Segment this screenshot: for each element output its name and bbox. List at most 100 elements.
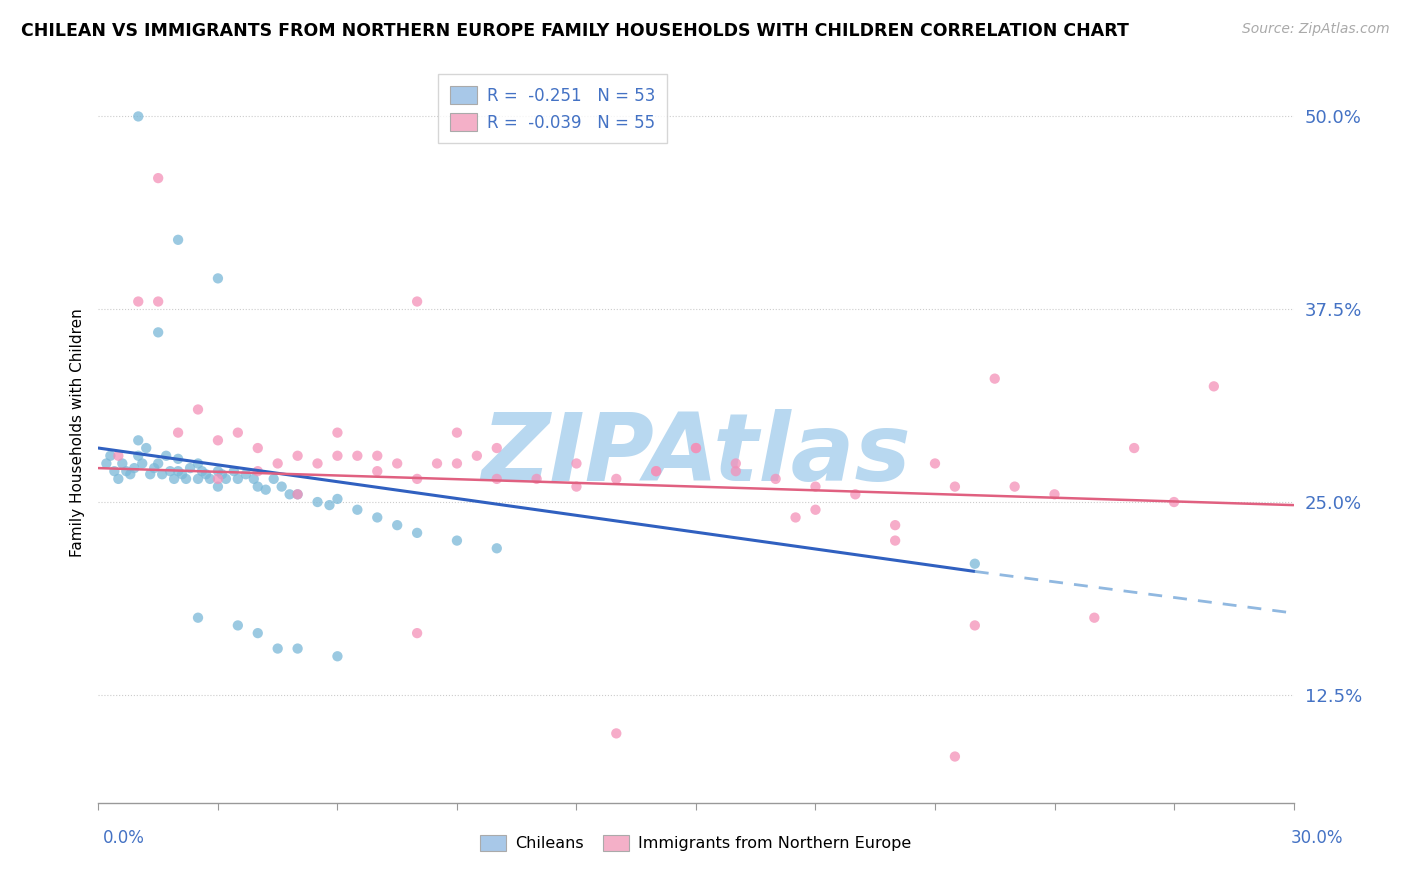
Y-axis label: Family Households with Children: Family Households with Children xyxy=(69,309,84,557)
Point xyxy=(366,449,388,463)
Point xyxy=(326,449,349,463)
Point xyxy=(346,502,368,516)
Point xyxy=(446,533,468,548)
Point xyxy=(139,467,162,482)
Point xyxy=(1123,441,1146,455)
Point xyxy=(96,457,118,471)
Text: ZIPAtlas: ZIPAtlas xyxy=(481,409,911,500)
Point xyxy=(207,464,229,478)
Point xyxy=(215,472,238,486)
Point xyxy=(143,461,166,475)
Point xyxy=(943,749,966,764)
Point xyxy=(235,467,257,482)
Point xyxy=(107,472,129,486)
Point xyxy=(287,449,309,463)
Point xyxy=(115,464,138,478)
Point xyxy=(287,487,309,501)
Point xyxy=(135,441,157,455)
Point xyxy=(645,464,668,478)
Point xyxy=(191,464,214,478)
Point xyxy=(1004,480,1026,494)
Point xyxy=(287,641,309,656)
Point xyxy=(187,402,209,417)
Point xyxy=(246,464,269,478)
Point xyxy=(222,464,245,478)
Point xyxy=(198,472,221,486)
Point xyxy=(385,518,409,533)
Point xyxy=(246,480,269,494)
Point xyxy=(565,480,588,494)
Point xyxy=(565,457,588,471)
Point xyxy=(326,425,349,440)
Point xyxy=(645,464,668,478)
Point xyxy=(724,464,747,478)
Point xyxy=(406,294,429,309)
Point xyxy=(765,472,787,486)
Point xyxy=(685,441,707,455)
Point xyxy=(884,533,907,548)
Text: Source: ZipAtlas.com: Source: ZipAtlas.com xyxy=(1241,22,1389,37)
Point xyxy=(406,525,429,540)
Point xyxy=(103,464,125,478)
Point xyxy=(167,425,190,440)
Point xyxy=(1202,379,1225,393)
Point xyxy=(465,449,488,463)
Point xyxy=(485,472,508,486)
Point xyxy=(287,487,309,501)
Point xyxy=(124,461,146,475)
Point xyxy=(426,457,449,471)
Point xyxy=(207,472,229,486)
Point xyxy=(307,495,329,509)
Point xyxy=(226,425,249,440)
Point xyxy=(446,457,468,471)
Point xyxy=(963,618,986,632)
Point xyxy=(406,472,429,486)
Point xyxy=(485,441,508,455)
Point xyxy=(187,457,209,471)
Point xyxy=(226,618,249,632)
Point xyxy=(127,110,149,124)
Point xyxy=(187,472,209,486)
Point xyxy=(984,371,1007,385)
Text: CHILEAN VS IMMIGRANTS FROM NORTHERN EUROPE FAMILY HOUSEHOLDS WITH CHILDREN CORRE: CHILEAN VS IMMIGRANTS FROM NORTHERN EURO… xyxy=(21,22,1129,40)
Point xyxy=(844,487,866,501)
Point xyxy=(785,510,807,524)
Legend: Chileans, Immigrants from Northern Europe: Chileans, Immigrants from Northern Europ… xyxy=(474,829,918,858)
Point xyxy=(207,271,229,285)
Point xyxy=(685,441,707,455)
Point xyxy=(366,464,388,478)
Point xyxy=(148,457,170,471)
Point xyxy=(120,467,142,482)
Point xyxy=(346,449,368,463)
Point xyxy=(446,425,468,440)
Point xyxy=(884,518,907,533)
Point xyxy=(963,557,986,571)
Point xyxy=(318,498,340,512)
Point xyxy=(148,326,170,340)
Point xyxy=(254,483,277,497)
Point xyxy=(243,472,266,486)
Point xyxy=(127,294,149,309)
Point xyxy=(804,502,827,516)
Point xyxy=(485,541,508,556)
Point xyxy=(155,449,177,463)
Point xyxy=(307,457,329,471)
Point xyxy=(605,726,627,740)
Point xyxy=(127,434,149,448)
Point xyxy=(211,467,233,482)
Point xyxy=(111,457,134,471)
Point xyxy=(226,472,249,486)
Point xyxy=(263,472,285,486)
Point xyxy=(167,464,190,478)
Point xyxy=(246,441,269,455)
Point xyxy=(195,467,218,482)
Point xyxy=(1163,495,1185,509)
Point xyxy=(246,626,269,640)
Point xyxy=(267,457,290,471)
Point xyxy=(172,467,194,482)
Point xyxy=(724,457,747,471)
Point xyxy=(98,449,122,463)
Point xyxy=(278,487,301,501)
Point xyxy=(406,626,429,640)
Point xyxy=(159,464,181,478)
